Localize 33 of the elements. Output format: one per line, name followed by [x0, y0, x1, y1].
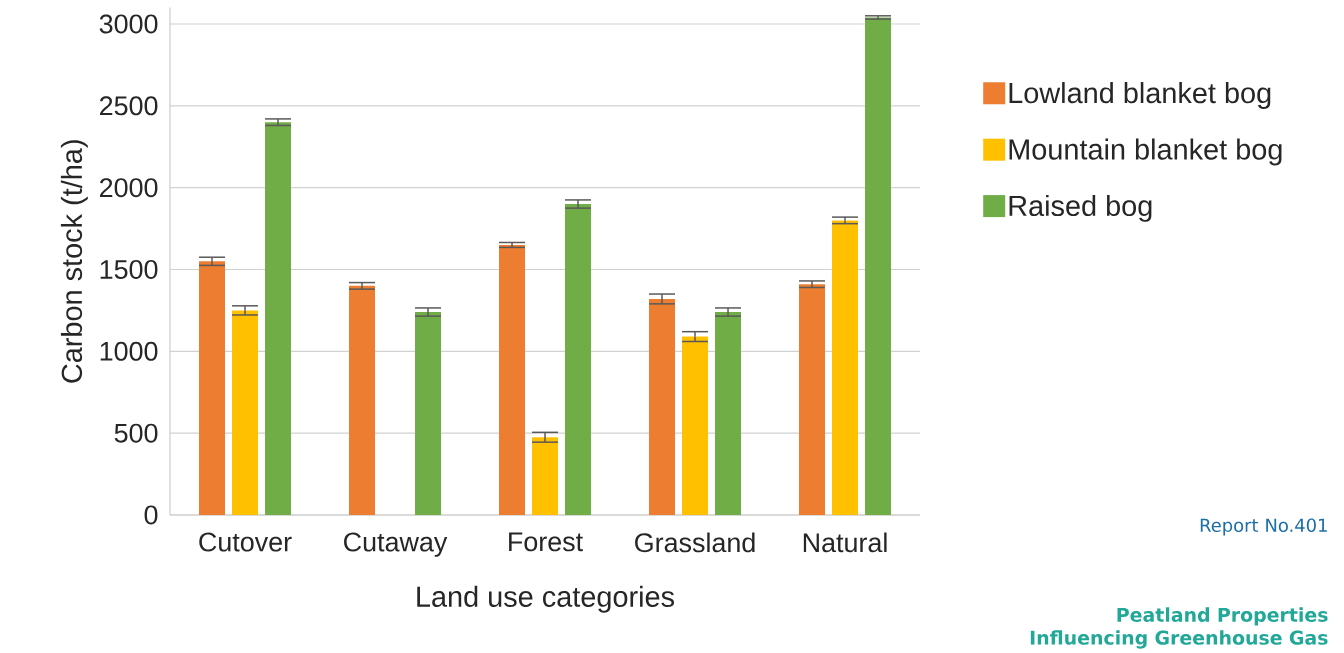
x-tick-label: Cutaway [344, 532, 448, 557]
x-tick-label: Grassland [635, 532, 755, 553]
bar [865, 17, 892, 515]
bar [499, 244, 526, 515]
y-tick-label: 3000 [99, 14, 158, 34]
legend-label: Mountain blanket bog [1009, 138, 1282, 166]
x-tick-label: Forest [509, 532, 583, 552]
bar [565, 204, 592, 515]
y-tick-label: 1500 [100, 259, 158, 280]
y-axis-title: Carbon stock (t/ha) [60, 140, 88, 383]
bar [199, 261, 226, 515]
y-tick-label: 1000 [100, 341, 158, 361]
bar [682, 336, 709, 515]
text: Report No.401 [1200, 518, 1327, 536]
bar [415, 312, 442, 515]
y-tick-label: 0 [144, 505, 158, 525]
y-tick-label: 2500 [100, 96, 158, 116]
x-tick-label: Natural [803, 532, 887, 553]
y-tick-label: 2000 [100, 178, 158, 198]
x-tick-label: Cutover [199, 532, 292, 552]
bar [832, 220, 859, 515]
bar [349, 285, 376, 515]
legend-label: Raised bog [1009, 194, 1152, 222]
bar [715, 312, 742, 515]
x-axis-title: Land use categories [417, 585, 675, 613]
text: Peatland Properties Influencing Greenhouse Gas [1030, 607, 1328, 649]
y-tick-label: 500 [114, 423, 158, 443]
bar [532, 437, 559, 515]
bar [649, 298, 676, 515]
legend-label: Lowland blanket bog [1009, 82, 1271, 109]
bar [799, 284, 826, 515]
bar [265, 122, 292, 515]
bar [232, 310, 259, 515]
